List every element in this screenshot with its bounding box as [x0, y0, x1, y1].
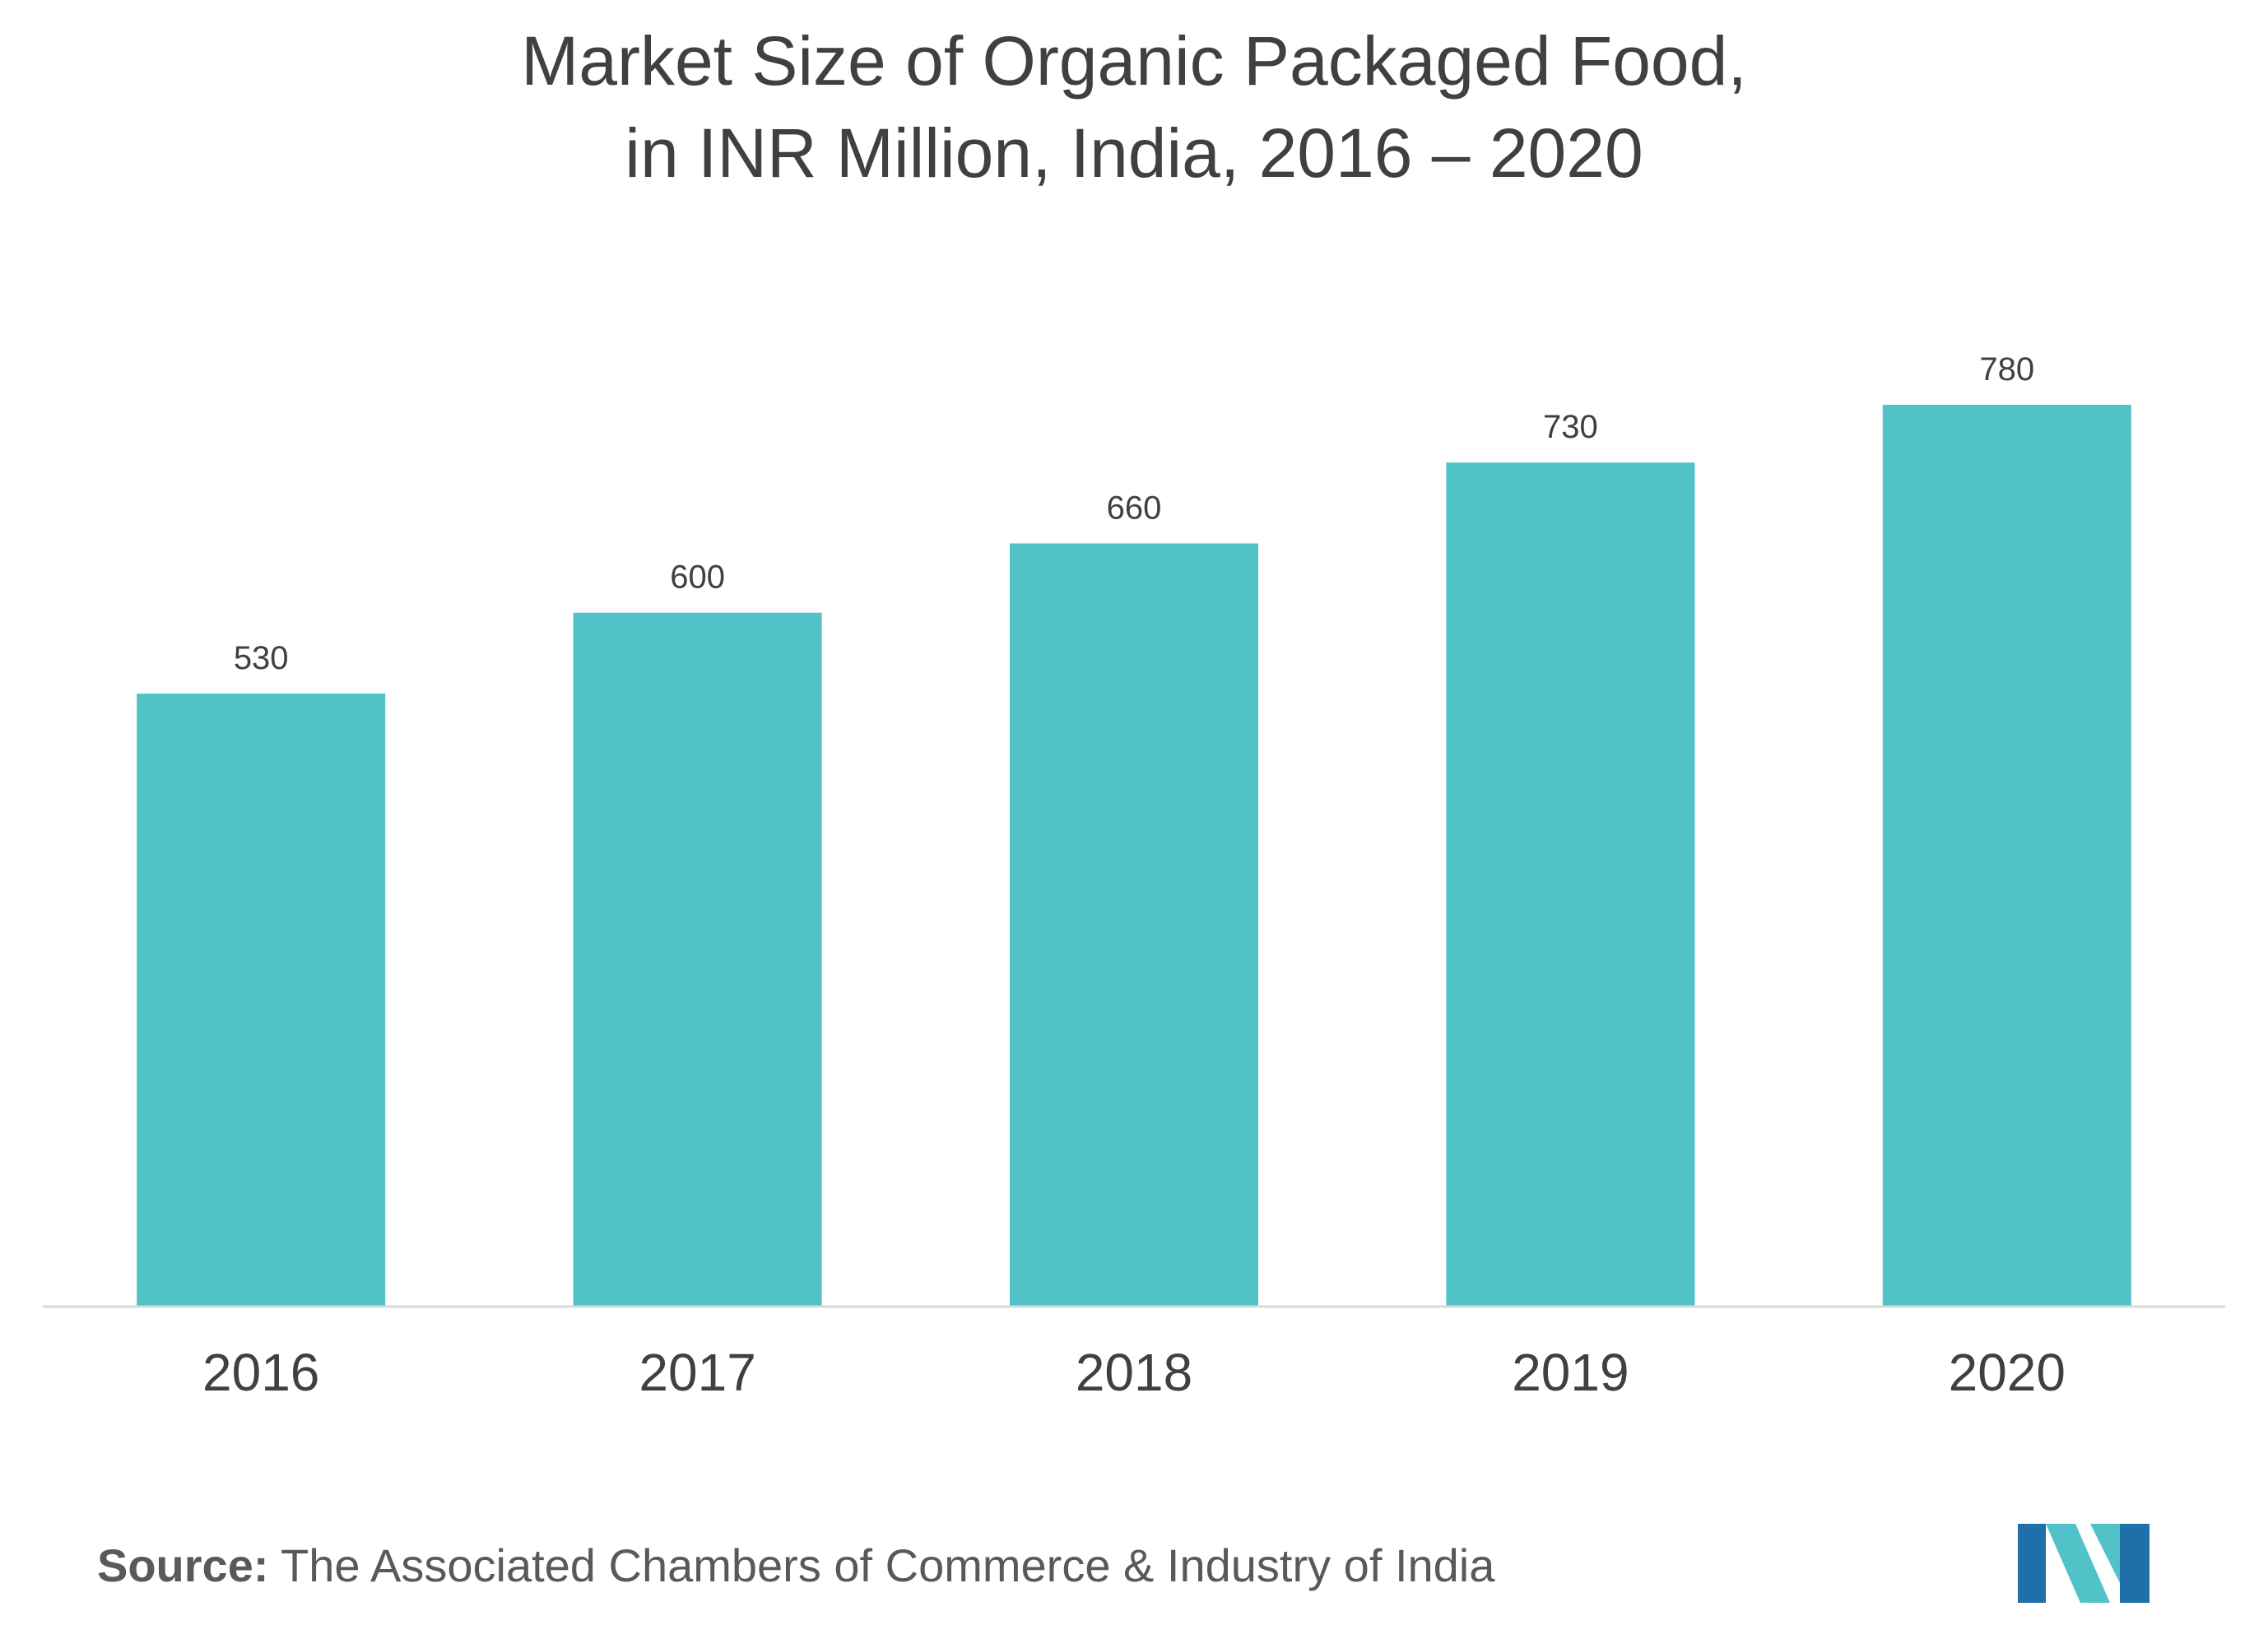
bars-group: [137, 405, 2131, 1306]
bar-2016: [137, 693, 386, 1306]
source-citation: Source: The Associated Chambers of Comme…: [97, 1537, 1494, 1595]
bar-2018: [1010, 543, 1258, 1306]
x-tick-label-2019: 2019: [1512, 1343, 1629, 1402]
x-tick-label-2016: 2016: [202, 1343, 319, 1402]
x-tick-labels-group: 2016 2017 2018 2019 2020: [202, 1343, 2066, 1402]
bar-2019: [1446, 462, 1695, 1306]
bar-2020: [1882, 405, 2131, 1306]
logo-shape-middle: [2046, 1524, 2110, 1603]
x-tick-label-2020: 2020: [1949, 1343, 2066, 1402]
source-text: The Associated Chambers of Commerce & In…: [268, 1539, 1495, 1591]
brand-logo: [2018, 1524, 2149, 1603]
logo-shape-right: [2120, 1524, 2149, 1603]
data-label-2018: 660: [1107, 490, 1162, 526]
logo-shape-right-light: [2090, 1524, 2120, 1583]
data-label-2016: 530: [234, 640, 289, 676]
logo-shape-left: [2018, 1524, 2046, 1603]
data-label-2020: 780: [1979, 351, 2034, 388]
chart-title-line-2: in INR Million, India, 2016 – 2020: [625, 114, 1643, 192]
bar-2017: [573, 612, 822, 1306]
x-tick-label-2017: 2017: [639, 1343, 755, 1402]
data-label-2017: 600: [670, 559, 725, 596]
chart-title-line-1: Market Size of Organic Packaged Food,: [521, 22, 1747, 100]
data-label-2019: 730: [1543, 409, 1598, 445]
chart-title: Market Size of Organic Packaged Food, in…: [0, 15, 2268, 199]
data-labels-group: 530 600 660 730 780: [234, 351, 2034, 676]
bar-chart: 530 600 660 730 780 2016 2017 2018 2019 2020: [43, 351, 2225, 1402]
source-label: Source:: [97, 1539, 269, 1591]
x-tick-label-2018: 2018: [1076, 1343, 1192, 1402]
